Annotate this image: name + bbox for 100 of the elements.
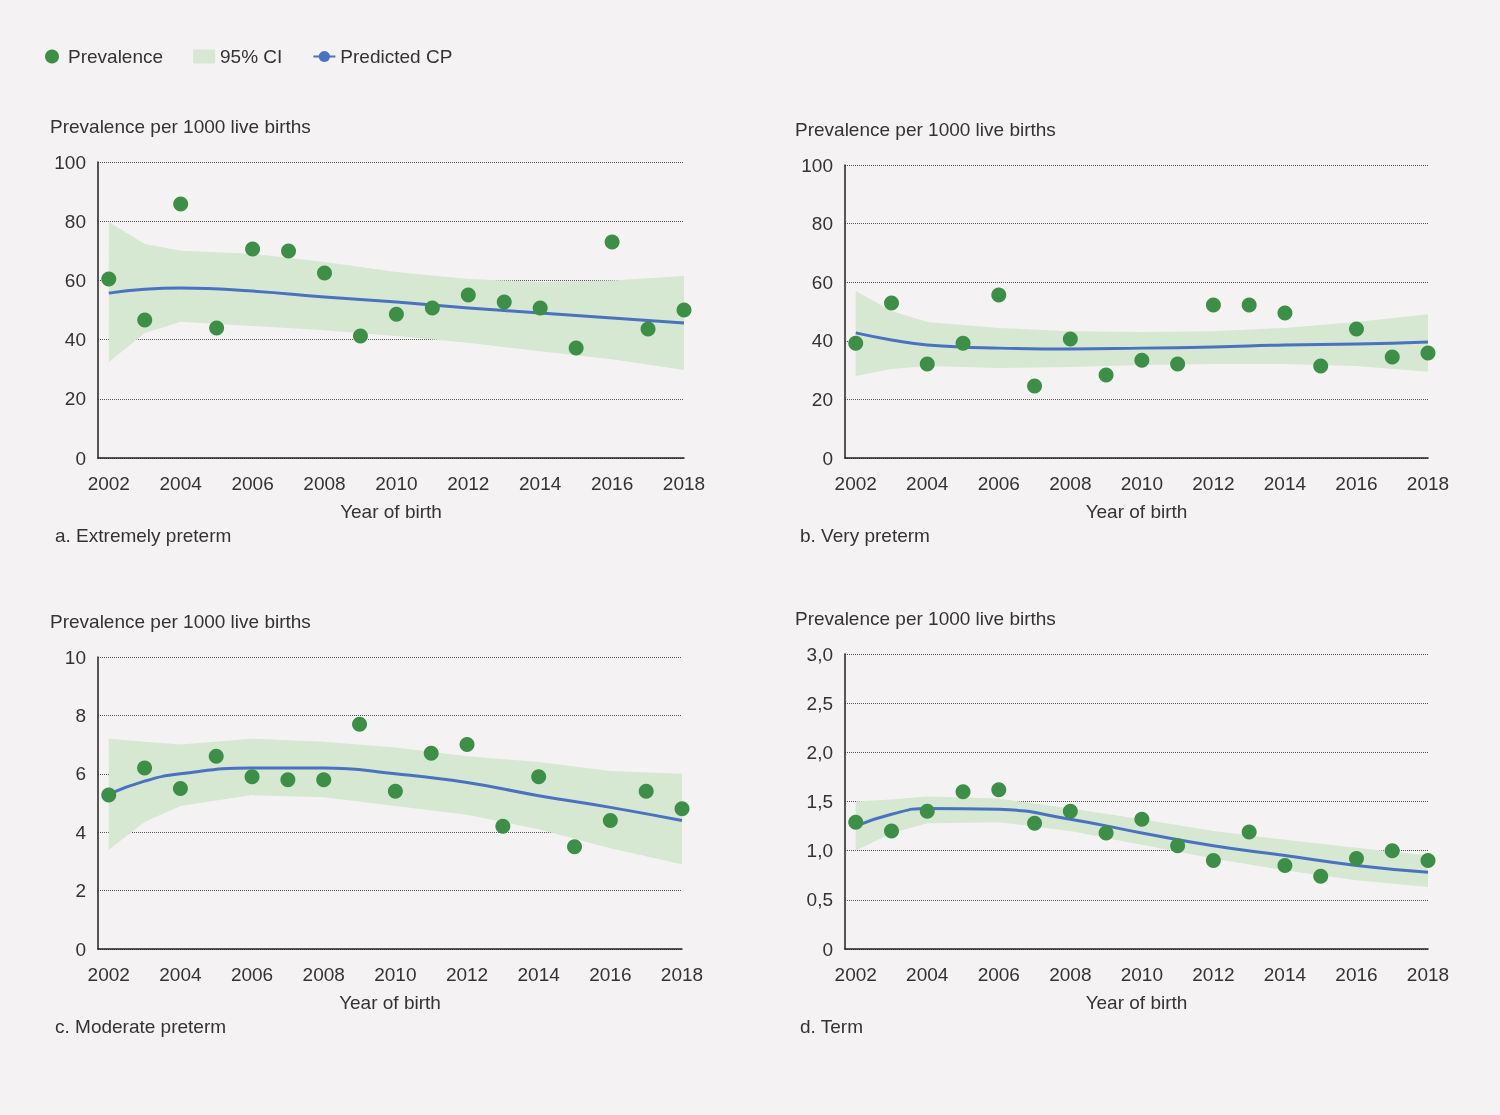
x-tick-label: 2016 [590,473,634,494]
point [1134,352,1150,368]
point [137,760,153,776]
text: d. Term [800,1016,864,1037]
x-tick-label: 2006 [977,473,1020,494]
x-tick-label: 2018 [660,964,704,985]
line-series [854,331,1430,351]
y-tick-label: 100 [801,154,833,176]
legend-label: 95% CI [220,46,283,67]
x-tick-label: 2012 [1192,473,1235,494]
x-tick-label: 2002 [87,964,130,985]
point [602,813,618,829]
point [674,801,690,817]
point [991,782,1007,798]
x-tick-label: 2014 [1263,964,1307,985]
point [848,814,864,830]
y-tick-label: 20 [64,388,86,410]
point [388,306,404,322]
point [1062,331,1078,347]
y-axis-title: Prevalence per 1000 live births [795,608,1056,629]
point [1170,356,1186,372]
x-tick-label: 2014 [519,473,562,494]
point [352,716,368,732]
y-tick-label: 8 [75,704,86,726]
x-tick-label: 2018 [1406,964,1450,985]
point [281,243,297,259]
y-tick-label: 40 [64,329,86,351]
point [459,737,475,753]
point [101,787,117,803]
point [172,780,188,796]
x-axis-title: Year of birth [1085,501,1188,522]
x-tick-label: 2012 [1192,964,1235,985]
y-tick-label: 3,0 [806,643,833,665]
point [567,839,583,855]
y-tick-label: 40 [811,330,833,352]
y-tick-label: 80 [64,210,86,232]
line-series [107,286,686,325]
point [1277,305,1293,321]
point [208,748,224,764]
x-tick-label: 2004 [159,964,202,985]
point [532,300,548,316]
point [884,823,899,839]
x-tick-label: 2018 [1406,473,1450,494]
point [101,271,117,287]
point [317,265,332,281]
x-tick-label: 2008 [1049,964,1092,985]
y-tick-label: 100 [54,151,86,173]
point [424,300,440,316]
legend-label: Predicted CP [340,46,453,67]
x-tick-label: 2010 [375,473,418,494]
text: c. Moderate preterm [55,1016,227,1037]
point [495,818,511,834]
x-tick-label: 2016 [589,964,632,985]
point [1241,297,1257,313]
point [568,340,584,356]
point [387,783,403,799]
point [955,335,971,351]
point [919,803,935,819]
point [1348,321,1364,337]
x-tick-label: 2006 [977,964,1020,985]
point [531,769,547,785]
point [460,287,476,303]
point [638,783,654,799]
point [640,321,656,337]
x-tick-label: 2016 [1335,473,1378,494]
y-tick-label: 80 [811,213,833,235]
y-tick-label: 2,0 [806,741,833,763]
y-tick-label: 0 [75,447,86,469]
point [1277,857,1293,873]
point [496,294,512,310]
x-axis-title: Year of birth [1085,992,1188,1013]
point [884,295,899,311]
y-tick-label: 20 [811,388,833,410]
y-tick-label: 60 [811,271,833,293]
x-tick-label: 2008 [302,964,345,985]
point [423,745,439,761]
point [1205,297,1221,313]
x-tick-label: 2002 [87,473,130,494]
point [1098,367,1114,383]
y-tick-label: 1,5 [806,791,833,812]
point [1027,378,1043,394]
x-axis-title: Year of birth [340,501,442,522]
y-axis-title: Prevalence per 1000 live births [50,611,311,632]
point [991,287,1007,303]
point [1420,853,1436,868]
x-tick-label: 2002 [834,473,877,494]
point [1384,843,1400,859]
point [1348,851,1364,867]
y-axis-title: Prevalence per 1000 live births [50,116,311,137]
y-tick-label: 2 [75,880,86,902]
point [1027,815,1043,831]
legend-label: Prevalence [68,46,164,67]
y-tick-label: 0 [75,938,86,960]
x-tick-label: 2004 [159,473,203,494]
x-tick-label: 2012 [447,473,490,494]
point [316,772,332,788]
x-tick-label: 2010 [1120,473,1164,494]
point [1313,868,1329,884]
x-tick-label: 2010 [374,964,417,985]
text: a. Extremely preterm [55,525,232,546]
